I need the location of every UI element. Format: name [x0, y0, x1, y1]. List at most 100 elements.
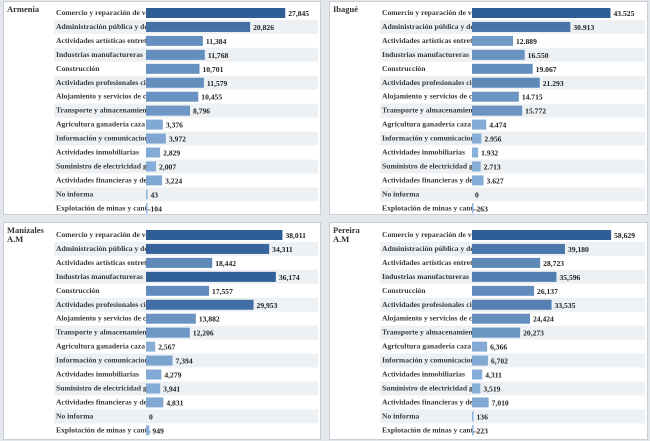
category-label: Industrias manufactureras	[56, 50, 143, 59]
row-stripe	[54, 381, 318, 396]
bar	[472, 77, 540, 88]
category-label: Administración pública y de..	[56, 244, 152, 253]
category-label: Agricultura ganadería caza s..	[382, 120, 480, 129]
value-label: 34,311	[272, 245, 293, 254]
value-label: 0	[475, 190, 479, 199]
value-label: 39,180	[568, 245, 589, 254]
row-stripe	[54, 159, 318, 174]
value-label: 27,845	[288, 9, 309, 18]
category-label: Actividades artísticas entrete..	[56, 36, 154, 45]
category-label: Actividades financieras y de ..	[382, 397, 479, 406]
value-label: 11,579	[207, 79, 228, 88]
value-label: 263	[477, 204, 489, 213]
bar	[146, 425, 150, 436]
category-label: Construcción	[56, 64, 100, 73]
category-label: No informa	[56, 411, 94, 420]
bar	[472, 35, 514, 46]
bar	[472, 355, 488, 366]
bar	[472, 161, 481, 172]
bar	[146, 105, 190, 116]
bar	[472, 285, 535, 296]
bar	[146, 327, 190, 338]
bar	[146, 243, 270, 254]
bar	[146, 8, 286, 18]
value-label: 104	[151, 204, 163, 213]
bar	[472, 271, 557, 282]
bar	[146, 230, 283, 240]
row-stripe	[380, 131, 645, 146]
bar	[146, 257, 213, 268]
value-label: 949	[152, 426, 164, 435]
category-label: Suministro de electricidad g..	[56, 161, 151, 170]
category-label: Suministro de electricidad g..	[382, 383, 477, 392]
value-label: 35,596	[559, 273, 580, 282]
category-label: Explotación de minas y cant..	[56, 425, 151, 434]
value-label: 6,702	[491, 357, 508, 366]
value-label: 6,366	[490, 343, 507, 352]
bar-chart-ibague: Comercio y reparación de ve.. 43.525 Admin…	[380, 8, 645, 214]
bar	[472, 8, 611, 18]
bar	[472, 147, 479, 158]
value-label: 4,279	[164, 371, 181, 380]
bar	[146, 383, 161, 394]
bar	[472, 369, 483, 380]
category-label: Construcción	[382, 286, 426, 295]
value-label: 17,557	[212, 287, 233, 296]
row-stripe	[54, 187, 318, 202]
value-label: 20,273	[523, 329, 544, 338]
value-label: 3,972	[169, 135, 186, 144]
category-label: Explotación de minas y cant..	[56, 203, 151, 212]
category-label: Construcción	[382, 64, 426, 73]
bar	[146, 161, 157, 172]
category-label: Administración pública y de..	[382, 22, 478, 31]
bar	[472, 243, 565, 254]
bar	[472, 383, 481, 394]
category-label: Actividades artísticas entrete..	[382, 36, 480, 45]
bar	[472, 327, 521, 338]
bar	[146, 49, 205, 60]
bar	[472, 63, 533, 74]
bar	[146, 285, 210, 296]
category-label: Actividades profesionales cie..	[56, 300, 153, 309]
value-label: 13,882	[199, 315, 220, 324]
bar	[472, 341, 488, 352]
bar	[472, 21, 571, 32]
value-label: 2,007	[159, 162, 176, 171]
row-stripe	[54, 353, 318, 368]
category-label: Actividades artísticas entrete..	[56, 258, 154, 267]
row-stripe	[380, 187, 645, 202]
category-label: Transporte y almacenamiento	[382, 328, 479, 337]
bar	[472, 397, 489, 408]
row-stripe	[380, 409, 645, 424]
value-label: 43	[151, 190, 159, 199]
bar	[146, 35, 203, 46]
category-label: Alojamiento y servicios de co..	[56, 92, 154, 101]
bar	[472, 299, 552, 310]
value-label: 2.956	[484, 135, 501, 144]
bar	[146, 63, 200, 74]
category-label: No informa	[56, 189, 94, 198]
category-label: Comercio y reparación de ve..	[56, 230, 153, 239]
bar	[472, 119, 487, 130]
chart-panel-ibague: Ibagué Comercio y reparación de ve.. 43.5…	[329, 1, 648, 215]
value-label: 11,384	[206, 37, 227, 46]
category-label: Agricultura ganadería caza s..	[56, 342, 154, 351]
bar	[146, 119, 163, 130]
bar	[146, 21, 251, 32]
value-label: 43.525	[613, 9, 634, 18]
value-label: 2,567	[158, 343, 175, 352]
value-label: 33,535	[555, 301, 576, 310]
bar	[146, 271, 276, 282]
category-label: Comercio y reparación de ve..	[382, 8, 479, 17]
bar	[146, 133, 166, 144]
category-label: Explotación de minas y cant..	[382, 425, 477, 434]
value-label: 26,137	[537, 287, 558, 296]
bar	[472, 313, 530, 324]
chart-panel-pereira: Pereira A.M Comercio y reparación de ve.…	[329, 222, 648, 440]
category-label: Industrias manufactureras	[382, 50, 469, 59]
category-label: Actividades profesionales cie..	[382, 78, 479, 87]
bar	[472, 203, 474, 214]
bar	[472, 175, 484, 186]
category-label: Construcción	[56, 286, 100, 295]
value-label: 3,941	[163, 384, 180, 393]
